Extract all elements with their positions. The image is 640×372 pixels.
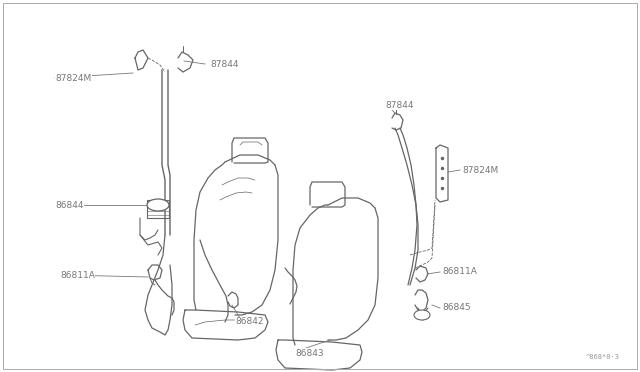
Text: 87824M: 87824M	[462, 166, 499, 174]
Text: 86845: 86845	[442, 304, 470, 312]
Text: ^868*0·3: ^868*0·3	[586, 354, 620, 360]
Text: 86811A: 86811A	[60, 270, 95, 279]
Text: 87844: 87844	[210, 60, 239, 68]
Ellipse shape	[414, 310, 430, 320]
Text: 87824M: 87824M	[55, 74, 92, 83]
Text: 86842: 86842	[235, 317, 264, 327]
Ellipse shape	[147, 199, 169, 211]
Text: 86844: 86844	[55, 201, 83, 209]
Text: 86811A: 86811A	[442, 267, 477, 276]
Text: 86843: 86843	[295, 349, 324, 357]
Text: 87844: 87844	[385, 100, 413, 109]
